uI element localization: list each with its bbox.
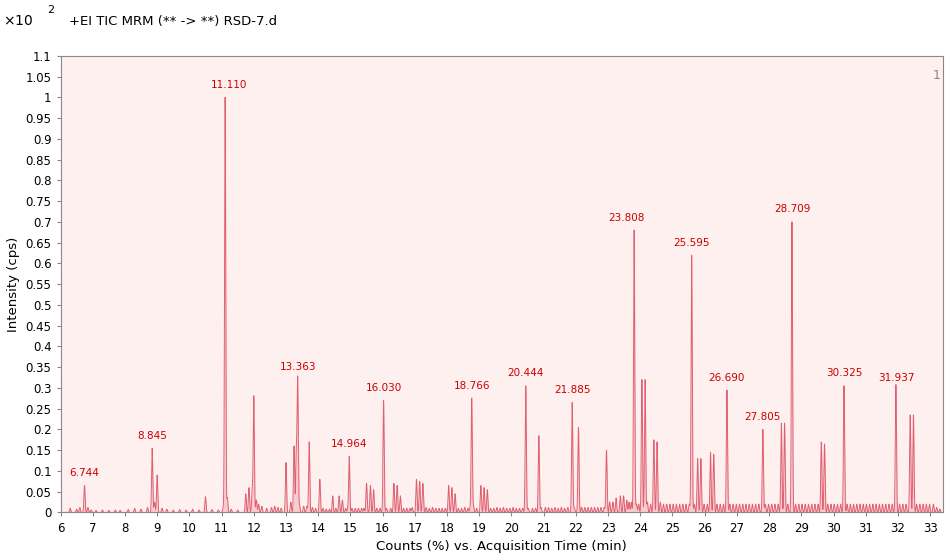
X-axis label: Counts (%) vs. Acquisition Time (min): Counts (%) vs. Acquisition Time (min) bbox=[376, 540, 627, 553]
Text: 13.363: 13.363 bbox=[279, 362, 316, 372]
Text: 18.766: 18.766 bbox=[453, 381, 490, 391]
Text: 28.709: 28.709 bbox=[774, 204, 810, 214]
Text: 25.595: 25.595 bbox=[674, 237, 710, 248]
Text: 11.110: 11.110 bbox=[211, 80, 247, 90]
Text: 21.885: 21.885 bbox=[554, 385, 590, 395]
Text: 14.964: 14.964 bbox=[331, 439, 368, 449]
Text: 20.444: 20.444 bbox=[507, 368, 544, 379]
Text: 2: 2 bbox=[48, 4, 54, 15]
Text: 16.030: 16.030 bbox=[366, 383, 402, 393]
Text: 31.937: 31.937 bbox=[878, 372, 914, 382]
Text: 27.805: 27.805 bbox=[745, 412, 781, 422]
Text: 30.325: 30.325 bbox=[826, 368, 863, 379]
Text: $\times$10: $\times$10 bbox=[3, 15, 33, 29]
Text: +EI TIC MRM (** -> **) RSD-7.d: +EI TIC MRM (** -> **) RSD-7.d bbox=[69, 15, 277, 29]
Text: 6.744: 6.744 bbox=[69, 468, 100, 478]
Y-axis label: Intensity (cps): Intensity (cps) bbox=[7, 236, 20, 332]
Text: 26.690: 26.690 bbox=[709, 372, 745, 382]
Text: 8.845: 8.845 bbox=[137, 431, 167, 441]
Text: 1: 1 bbox=[933, 69, 940, 82]
Text: 23.808: 23.808 bbox=[608, 213, 644, 223]
